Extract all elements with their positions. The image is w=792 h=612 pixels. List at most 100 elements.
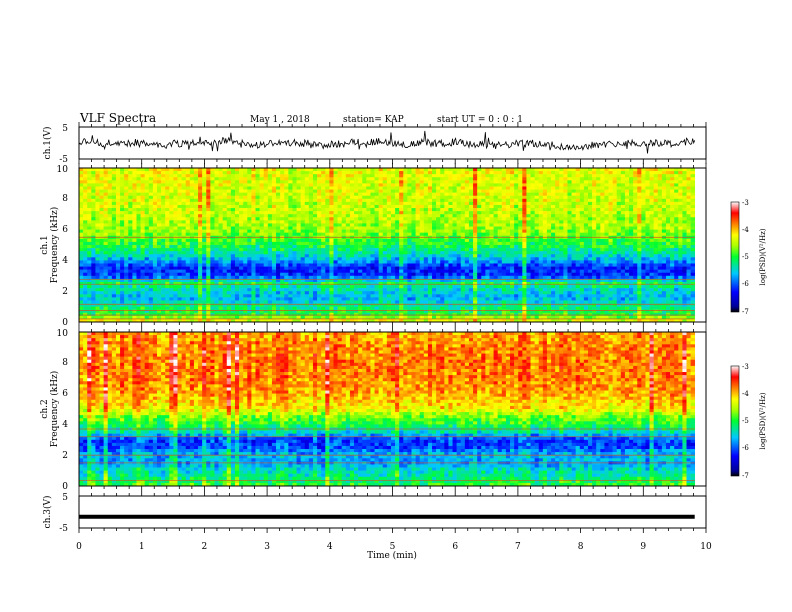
spectrogram-cell: [87, 232, 92, 237]
spectrogram-cell: [657, 245, 663, 249]
spectrogram-cell: [468, 211, 474, 215]
spectrogram-cell: [83, 183, 88, 187]
spectrogram-cell: [169, 229, 174, 233]
spectrogram-cell: [473, 241, 478, 246]
spectrogram-cell: [530, 245, 535, 249]
spectrogram-cell: [87, 266, 92, 270]
spectrogram-cell: [473, 214, 478, 218]
spectrogram-cell: [345, 248, 351, 252]
spectrogram-cell: [468, 198, 474, 203]
spectrogram-cell: [575, 263, 581, 267]
spectrogram-cell: [534, 183, 540, 187]
spectrogram-cell: [103, 232, 109, 237]
spectrogram-cell: [300, 189, 306, 193]
spectrogram-cell: [444, 229, 449, 233]
spectrogram-cell: [296, 180, 301, 184]
spectrogram-cell: [87, 201, 92, 206]
spectrogram-cell: [559, 241, 564, 246]
spectrogram-cell: [665, 183, 671, 187]
spectrogram-cell: [653, 204, 659, 209]
spectrogram-cell: [144, 171, 150, 175]
spectrogram-cell: [124, 223, 129, 227]
spectrogram-cell: [522, 214, 527, 218]
spectrogram-cell: [218, 257, 223, 261]
spectrogram-cell: [280, 254, 285, 258]
spectrogram-cell: [255, 168, 260, 172]
spectrogram-cell: [473, 195, 478, 200]
spectrogram-cell: [214, 204, 219, 209]
spectrogram-cell: [165, 211, 170, 215]
spectrogram-cell: [596, 177, 601, 181]
spectrogram-cell: [624, 180, 630, 184]
spectrogram-cell: [107, 174, 113, 178]
spectrogram-cell: [633, 232, 638, 237]
spectrogram-cell: [444, 192, 449, 197]
spectrogram-cell: [390, 186, 396, 190]
spectrogram-cell: [341, 192, 347, 197]
spectrogram-cell: [181, 263, 187, 267]
spectrogram-cell: [321, 192, 326, 197]
spectrogram-cell: [349, 211, 355, 215]
spectrogram-cell: [177, 174, 182, 178]
spectrogram-cell: [251, 204, 256, 209]
spectrogram-cell: [247, 232, 252, 237]
spectrogram-cell: [378, 168, 384, 172]
spectrogram-cell: [362, 245, 367, 249]
spectrogram-cell: [686, 192, 691, 197]
spectrogram-cell: [423, 251, 429, 255]
spectrogram-cell: [128, 171, 133, 175]
spectrogram-cell: [399, 257, 404, 261]
spectrogram-cell: [136, 171, 141, 175]
spectrogram-cell: [251, 220, 256, 224]
spectrogram-cell: [444, 198, 449, 203]
spectrogram-cell: [325, 229, 330, 233]
spectrogram-cell: [563, 214, 568, 218]
spectrogram-cell: [657, 266, 663, 270]
spectrogram-cell: [583, 217, 589, 221]
spectrogram-cell: [432, 217, 437, 221]
spectrogram-cell: [144, 204, 150, 209]
spectrogram-cell: [551, 254, 556, 258]
spectrogram-cell: [132, 263, 137, 267]
spectrogram-cell: [370, 245, 375, 249]
spectrogram-cell: [670, 171, 675, 175]
spectrogram-cell: [583, 195, 589, 200]
spectrogram-cell: [132, 217, 137, 221]
spectrogram-cell: [148, 180, 154, 184]
spectrogram-cell: [337, 192, 342, 197]
spectrogram-cell: [645, 263, 650, 267]
spectrogram-cell: [382, 168, 388, 172]
spectrogram-cell: [419, 174, 425, 178]
spectrogram-cell: [148, 183, 154, 187]
spectrogram-cell: [251, 183, 256, 187]
spectrogram-cell: [222, 226, 228, 230]
spectrogram-cell: [103, 201, 109, 206]
spectrogram-cell: [403, 260, 408, 264]
spectrogram-cell: [284, 266, 289, 270]
spectrogram-cell: [349, 266, 355, 270]
spectrogram-cell: [423, 171, 429, 175]
spectrogram-cell: [501, 208, 507, 212]
spectrogram-cell: [312, 238, 318, 243]
spectrogram-cell: [518, 208, 523, 212]
spectrogram-cell: [321, 232, 326, 237]
spectrogram-cell: [641, 174, 646, 178]
spectrogram-cell: [95, 201, 100, 206]
spectrogram-cell: [546, 177, 552, 181]
spectrogram-cell: [325, 177, 330, 181]
spectrogram-cell: [423, 254, 429, 258]
spectrogram-cell: [288, 183, 293, 187]
spectrogram-cell: [325, 214, 330, 218]
spectrogram-cell: [497, 254, 503, 258]
spectrogram-cell: [616, 245, 622, 249]
spectrogram-cell: [374, 263, 379, 267]
spectrogram-cell: [120, 229, 125, 233]
spectrogram-cell: [345, 189, 351, 193]
spectrogram-cell: [87, 180, 92, 184]
spectrogram-cell: [124, 217, 129, 221]
spectrogram-cell: [452, 245, 457, 249]
spectrogram-cell: [473, 257, 478, 261]
spectrogram-cell: [317, 183, 322, 187]
spectrogram-cell: [399, 186, 404, 190]
spectrogram-cell: [107, 266, 113, 270]
